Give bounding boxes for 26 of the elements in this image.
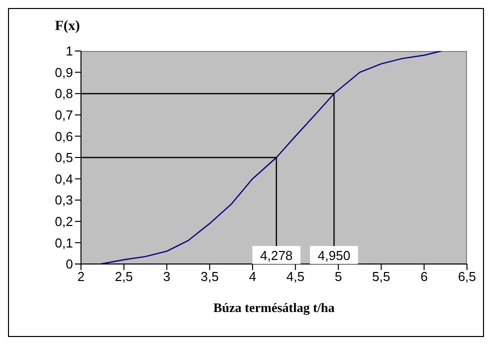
x-tick-label: 4,5 bbox=[286, 269, 304, 284]
annotation: 4,278 bbox=[260, 248, 293, 263]
line-series bbox=[100, 51, 442, 264]
x-tick-label: 2,5 bbox=[114, 269, 133, 284]
x-tick-label: 5,5 bbox=[372, 269, 390, 284]
x-tick-label: 3 bbox=[163, 269, 170, 284]
y-tick-label: 0 bbox=[66, 256, 73, 272]
y-tick-label: 0,5 bbox=[54, 150, 73, 166]
x-tick-label: 4 bbox=[248, 269, 256, 284]
x-tick-label: 5 bbox=[334, 269, 342, 284]
x-axis-title: Búza termésátlag t/ha bbox=[213, 300, 336, 315]
y-tick-label: 0,9 bbox=[54, 64, 73, 80]
y-tick-label: 0,8 bbox=[54, 86, 73, 102]
y-tick-label: 0,6 bbox=[54, 128, 73, 144]
x-tick-label: 6 bbox=[420, 269, 428, 284]
y-tick-label: 0,1 bbox=[54, 235, 73, 250]
y-axis-title: F(x) bbox=[55, 19, 80, 35]
x-tick-label: 3,5 bbox=[200, 269, 219, 284]
x-tick-label: 2 bbox=[77, 269, 85, 284]
x-tick-label: 6,5 bbox=[458, 269, 476, 284]
y-tick-label: 0,2 bbox=[54, 214, 73, 230]
y-tick-label: 1 bbox=[66, 44, 73, 59]
annotation: 4,950 bbox=[318, 248, 350, 263]
y-tick-label: 0,4 bbox=[54, 171, 73, 186]
y-tick-label: 0,3 bbox=[54, 192, 73, 208]
y-tick-label: 0,7 bbox=[54, 108, 73, 123]
